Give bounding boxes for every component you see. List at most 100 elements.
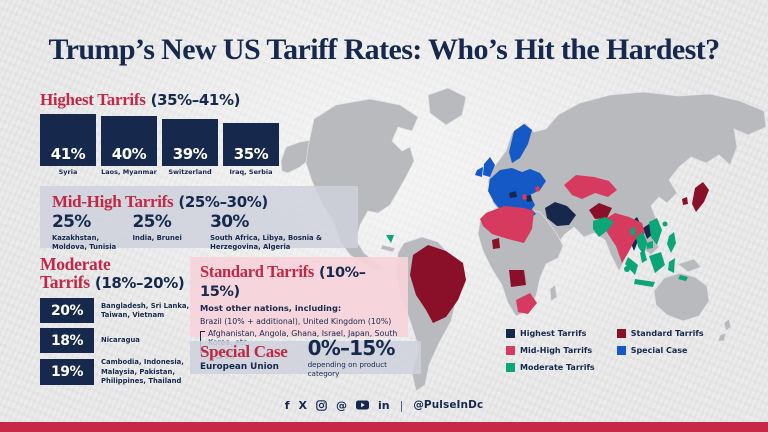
map-greenland [427, 87, 467, 126]
moderate-item: 19% Cambodia, Indonesia, Malaysia, Pakis… [40, 358, 190, 386]
highest-bar-item: 41% Syria [40, 114, 96, 177]
map-japan [692, 182, 709, 212]
mid-high-value: 25% [52, 212, 91, 232]
map-thailand [636, 232, 647, 255]
map-bosnia [522, 194, 527, 200]
instagram-icon [316, 399, 327, 411]
legend-swatch [616, 329, 626, 338]
map-new-zealand [717, 318, 732, 342]
section-mid-high-tariffs: Mid-High Tarrifs (25%–30%) 25% Kazakhsta… [40, 186, 358, 251]
moderate-countries: Bangladesh, Sri Lanka, Taiwan, Vietnam [101, 301, 190, 319]
map-cuba [380, 244, 396, 253]
mid-high-value: 30% [210, 212, 249, 232]
map-borneo [649, 252, 665, 273]
section-mid-high-title: Mid-High Tarrifs [52, 192, 174, 211]
special-note: depending on product category [307, 359, 387, 378]
section-standard-title: Standard Tarrifs [200, 262, 314, 281]
standard-line1: Brazil (10% + additional), United Kingdo… [200, 317, 392, 326]
legend-item: Special Case [616, 346, 704, 355]
legend-item: Highest Tarrifs [506, 329, 595, 338]
highest-bar-item: 35% Iraq, Serbia [223, 123, 279, 177]
map-legend: Highest Tarrifs Mid-High Tarrifs Moderat… [506, 329, 704, 372]
legend-swatch [506, 346, 515, 355]
highest-bar-countries: Switzerland [168, 168, 212, 176]
section-moderate-title-line2: Tarrifs (18%–20%) [40, 273, 190, 292]
moderate-value: 19% [40, 359, 94, 386]
facebook-icon: f [284, 398, 290, 412]
map-serbia [526, 195, 532, 202]
highest-bar-value: 39% [162, 119, 218, 166]
moderate-countries: Cambodia, Indonesia, Malaysia, Pakistan,… [101, 358, 184, 385]
map-ireland [475, 167, 483, 177]
special-subtitle: European Union [200, 361, 279, 372]
map-eu-scandinavia [509, 124, 532, 163]
youtube-icon [355, 399, 369, 411]
map-philippines [667, 232, 676, 253]
section-mid-high-range: (25%–30%) [178, 193, 268, 211]
social-handle: @PulseInDc [413, 399, 484, 411]
legend-swatch [506, 329, 515, 338]
world-map [280, 87, 767, 392]
highest-bar-countries: Iraq, Serbia [229, 168, 273, 176]
map-nicaragua [386, 235, 394, 243]
section-moderate-tariffs: Moderate Tarrifs (18%–20%) 20% Banglades… [40, 255, 190, 386]
section-standard-tariffs: Standard Tarrifs (10%–15%) Most other na… [190, 257, 408, 362]
special-right: 0%–15% depending on product category [308, 338, 411, 378]
highest-bar-value: 35% [223, 123, 279, 166]
bottom-accent-bar [0, 422, 768, 432]
highest-bar-value: 40% [101, 116, 157, 166]
map-ghana [492, 238, 500, 249]
map-syria-iraq [545, 202, 576, 226]
mid-high-countries: South Africa, Libya, Bosnia & Herzegovin… [210, 233, 322, 251]
map-sumatra [625, 257, 638, 275]
map-kazakhstan [564, 175, 617, 199]
mid-high-item: 30% South Africa, Libya, Bosnia & Herzeg… [210, 213, 346, 252]
map-brazil [410, 245, 466, 323]
map-uk [483, 157, 495, 177]
mid-high-countries: India, Brunei [132, 233, 182, 242]
section-moderate-range: (18%–20%) [94, 274, 185, 293]
legend-label: Moderate Tarrifs [520, 363, 595, 372]
map-south-africa [516, 293, 537, 314]
map-australia [653, 272, 710, 322]
legend-column: Standard Tarrifs Special Case [616, 329, 704, 372]
map-south-korea [682, 197, 688, 205]
moderate-item: 18% Nicaragua [40, 328, 190, 354]
special-title: Special Case [200, 342, 288, 362]
section-mid-high-heading: Mid-High Tarrifs (25%–30%) [52, 192, 346, 211]
legend-label: Special Case [630, 346, 688, 355]
highest-bars: 41% Syria 40% Laos, Myanmar 39% Switzerl… [40, 114, 290, 177]
section-moderate-title-line1: Moderate [40, 254, 111, 274]
legend-column: Highest Tarrifs Mid-High Tarrifs Moderat… [506, 329, 595, 372]
mid-high-item: 25% Kazakhstan, Moldova, Tunisia [52, 213, 133, 252]
highest-bar-item: 40% Laos, Myanmar [101, 116, 157, 177]
page-title: Trump’s New US Tariff Rates: Who’s Hit t… [48, 33, 720, 66]
mid-high-item: 25% India, Brunei [133, 213, 211, 252]
mid-high-countries: Kazakhstan, Moldova, Tunisia [52, 233, 117, 251]
threads-icon: @ [335, 398, 347, 412]
map-afghanistan [589, 203, 612, 219]
section-highest-title: Highest Tarrifs [40, 90, 146, 109]
section-standard-range: (10%–15%) [200, 265, 366, 300]
map-cambodia [646, 241, 653, 249]
map-new-guinea [677, 258, 702, 273]
x-icon: X [298, 398, 307, 412]
special-left: Special Case European Union [200, 343, 308, 372]
map-java [634, 279, 655, 287]
map-taiwan [662, 221, 668, 227]
section-highest-heading: Highest Tarrifs (35%–41%) [40, 90, 290, 109]
highest-bar-item: 39% Switzerland [162, 119, 218, 177]
legend-item: Standard Tarrifs [616, 329, 704, 338]
legend-swatch [506, 363, 515, 372]
moderate-value: 20% [40, 298, 94, 324]
map-moldova [535, 186, 540, 192]
highest-bar-countries: Laos, Myanmar [101, 168, 157, 176]
map-pakistan [593, 217, 614, 237]
highest-bar-value: 41% [40, 114, 96, 166]
footer-separator: | [399, 398, 404, 412]
map-malay-peninsula [640, 249, 647, 263]
map-switzerland [509, 191, 517, 198]
map-eu-mainland [488, 168, 546, 216]
footer-social-row: f X @ in | @PulseInDc [0, 396, 768, 414]
